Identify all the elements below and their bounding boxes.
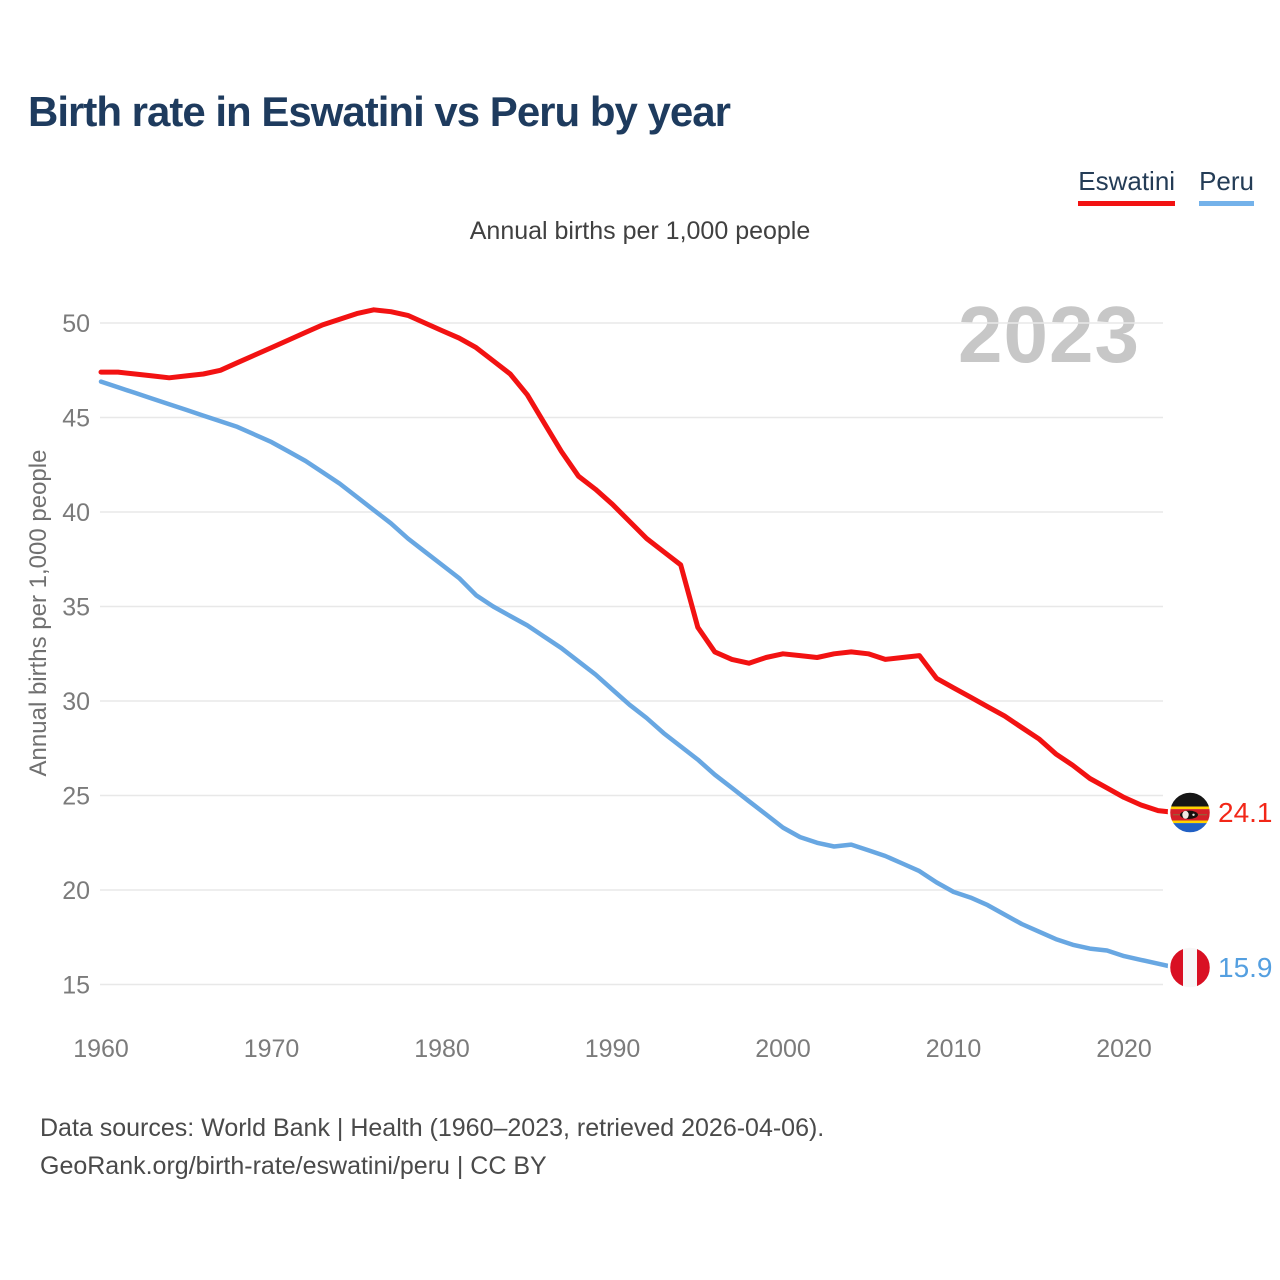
y-tick-label-25: 25 bbox=[62, 783, 90, 811]
page-title: Birth rate in Eswatini vs Peru by year bbox=[28, 88, 731, 135]
x-tick-label-1960: 1960 bbox=[73, 1035, 129, 1063]
chart-subtitle: Annual births per 1,000 people bbox=[469, 217, 811, 245]
y-tick-label-40: 40 bbox=[62, 499, 90, 527]
x-tick-label-1980: 1980 bbox=[414, 1035, 470, 1063]
end-value-label-eswatini: 24.1 bbox=[1218, 797, 1273, 828]
footer-sources: Data sources: World Bank | Health (1960–… bbox=[40, 1114, 825, 1142]
legend-item-peru[interactable]: Peru bbox=[1199, 166, 1254, 206]
x-tick-label-2020: 2020 bbox=[1096, 1035, 1152, 1063]
y-tick-label-20: 20 bbox=[62, 877, 90, 905]
x-tick-label-1970: 1970 bbox=[244, 1035, 300, 1063]
x-tick-label-2010: 2010 bbox=[926, 1035, 982, 1063]
watermark-year: 2023 bbox=[958, 290, 1140, 379]
x-tick-label-2000: 2000 bbox=[755, 1035, 811, 1063]
y-tick-label-35: 35 bbox=[62, 594, 90, 622]
series-line-peru bbox=[98, 379, 1178, 970]
y-tick-label-50: 50 bbox=[62, 310, 90, 338]
legend: Eswatini Peru bbox=[1078, 166, 1254, 206]
y-tick-label-30: 30 bbox=[62, 688, 90, 716]
footer-attribution: GeoRank.org/birth-rate/eswatini/peru | C… bbox=[40, 1152, 547, 1180]
y-axis-title: Annual births per 1,000 people bbox=[25, 450, 52, 777]
legend-item-eswatini[interactable]: Eswatini bbox=[1078, 166, 1176, 206]
y-tick-label-15: 15 bbox=[62, 972, 90, 1000]
footer: Data sources: World Bank | Health (1960–… bbox=[40, 1109, 824, 1185]
x-tick-label-1990: 1990 bbox=[585, 1035, 641, 1063]
series-line-eswatini bbox=[98, 307, 1178, 815]
y-tick-label-45: 45 bbox=[62, 405, 90, 433]
end-value-label-peru: 15.9 bbox=[1218, 952, 1273, 983]
